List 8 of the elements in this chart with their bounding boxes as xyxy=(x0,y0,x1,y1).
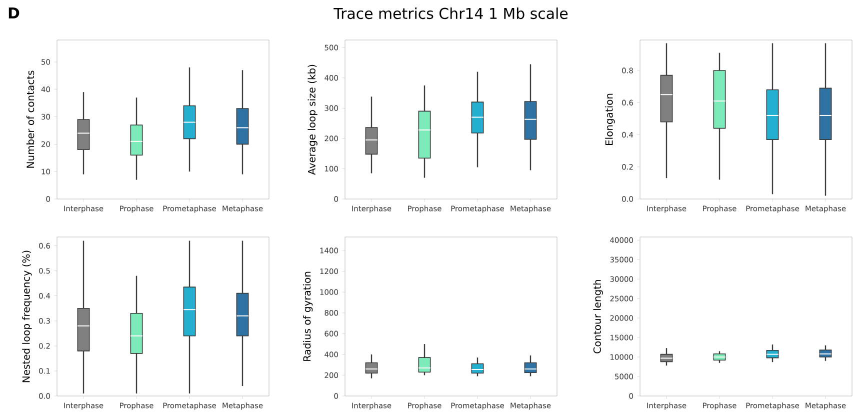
y-axis-title: Average loop size (kb) xyxy=(308,64,318,175)
text: D xyxy=(8,7,20,18)
chart-title: Trace metrics Chr14 1 Mb scale xyxy=(334,7,568,20)
y-axis-title: Radius of gyration xyxy=(302,272,313,361)
y-axis-title: Contour length xyxy=(593,280,603,354)
y-axis-title: Elongation xyxy=(605,94,615,145)
y-axis-title: Number of contacts xyxy=(26,70,34,168)
y-axis-title: Nested loop frequency (%) xyxy=(22,250,32,382)
